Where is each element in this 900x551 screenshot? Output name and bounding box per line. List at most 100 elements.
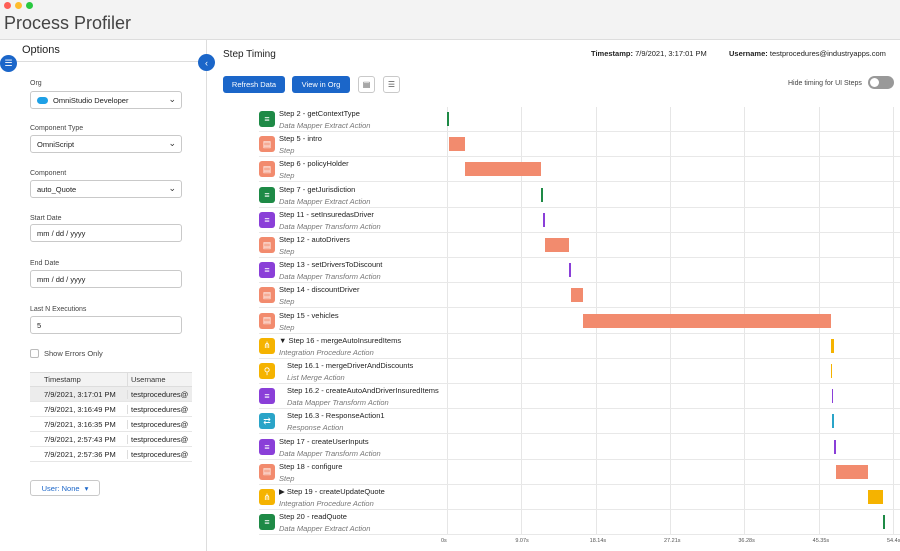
options-panel: Options ☰ Org OmniStudio Developer ⌄ Com… — [0, 40, 207, 551]
x-tick-label: 9.07s — [515, 538, 529, 545]
step-row[interactable]: ⚲ Step 16.1 - mergeDriverAndDiscounts List… — [207, 359, 900, 384]
step-duration-bar[interactable] — [583, 313, 831, 328]
options-header: Options — [0, 40, 206, 62]
step-duration-bar[interactable] — [449, 137, 466, 152]
row-divider — [259, 433, 900, 435]
user-filter-button[interactable]: User: None ▾ — [30, 480, 100, 496]
close-window-button[interactable] — [4, 2, 11, 9]
step-row[interactable]: ≡ Step 11 - setInsuredasDriver Data Mapper… — [207, 208, 900, 233]
step-row[interactable]: ≡ Step 17 - createUserInputs Data Mapper T… — [207, 435, 900, 460]
table-row[interactable]: 7/9/2021, 3:17:01 PM testprocedures@ — [30, 387, 192, 402]
step-duration-bar[interactable] — [465, 162, 542, 177]
database-icon: ≡ — [259, 438, 275, 455]
toggle-knob — [870, 78, 879, 87]
step-type: Data Mapper Transform Action — [287, 398, 389, 408]
table-row[interactable]: 7/9/2021, 2:57:43 PM testprocedures@ — [30, 432, 192, 447]
step-row[interactable]: ⇄ Step 16.3 - ResponseAction1 Response Act… — [207, 409, 900, 435]
step-type: Step — [279, 473, 295, 483]
org-value: OmniStudio Developer — [53, 95, 129, 105]
table-row[interactable]: 7/9/2021, 3:16:49 PM testprocedures@ — [30, 402, 192, 417]
x-tick-label: 45.35s — [812, 538, 830, 545]
row-divider — [259, 307, 900, 309]
list-view-icon[interactable]: ☰ — [383, 76, 400, 93]
start-date-label: Start Date — [30, 215, 62, 222]
minimize-window-button[interactable] — [15, 2, 22, 9]
step-row[interactable]: ≡ Step 20 - readQuote Data Mapper Extract … — [207, 510, 900, 536]
component-type-label: Component Type — [30, 125, 84, 132]
step-row[interactable]: ⋔ ▼ Step 16 - mergeAutoInsuredItems Integr… — [207, 334, 900, 359]
flow-icon: ⋔ — [259, 489, 275, 505]
step-timing-title: Step Timing — [223, 49, 276, 60]
app-title: Process Profiler — [4, 13, 132, 33]
refresh-data-button[interactable]: Refresh Data — [223, 76, 285, 93]
step-row[interactable]: ▤ Step 12 - autoDrivers Step — [207, 233, 900, 258]
step-row[interactable]: ▤ Step 5 - intro Step — [207, 132, 900, 158]
step-duration-bar[interactable] — [544, 238, 570, 252]
step-duration-bar[interactable] — [570, 288, 584, 303]
hide-timing-toggle[interactable] — [868, 76, 894, 89]
step-type: Data Mapper Transform Action — [279, 221, 381, 231]
step-row[interactable]: ▤ Step 6 - policyHolder Step — [207, 157, 900, 183]
step-name: Step 15 - vehicles — [279, 310, 339, 320]
step-duration-bar[interactable] — [543, 212, 545, 227]
step-row[interactable]: ≡ Step 7 - getJurisdiction Data Mapper Ext… — [207, 183, 900, 208]
step-name: Step 13 - setDriversToDiscount — [279, 260, 383, 270]
database-icon: ≡ — [259, 262, 275, 279]
org-select[interactable]: OmniStudio Developer ⌄ — [30, 91, 182, 109]
step-duration-bar[interactable] — [830, 364, 833, 378]
step-duration-bar[interactable] — [830, 338, 834, 353]
form-icon: ▤ — [259, 237, 275, 253]
row-divider — [259, 206, 900, 208]
component-select[interactable]: auto_Quote ⌄ — [30, 180, 182, 198]
step-row[interactable]: ⋔ ▶ Step 19 - createUpdateQuote Integratio… — [207, 485, 900, 510]
timestamp-column-header[interactable]: Timestamp — [44, 375, 81, 384]
timestamp-value: 7/9/2021, 3:17:01 PM — [635, 49, 707, 58]
component-type-select[interactable]: OmniScript ⌄ — [30, 135, 182, 153]
step-duration-bar[interactable] — [832, 414, 834, 429]
step-duration-bar[interactable] — [447, 112, 450, 126]
username-column-header[interactable]: Username — [127, 373, 192, 386]
collapse-panel-icon[interactable]: ‹ — [198, 54, 215, 71]
menu-icon[interactable]: ☰ — [0, 55, 17, 72]
step-row[interactable]: ▤ Step 14 - discountDriver Step — [207, 283, 900, 309]
step-duration-bar[interactable] — [883, 515, 886, 530]
table-row[interactable]: 7/9/2021, 3:16:35 PM testprocedures@ — [30, 417, 192, 432]
timestamp-cell: 7/9/2021, 3:17:01 PM — [44, 389, 116, 399]
row-divider — [259, 181, 900, 183]
step-row[interactable]: ≡ Step 2 - getContextType Data Mapper Extr… — [207, 107, 900, 132]
username-cell: testprocedures@ — [127, 404, 192, 414]
show-errors-checkbox[interactable] — [30, 349, 39, 358]
chart-view-icon[interactable]: ▤ — [358, 76, 375, 93]
step-row[interactable]: ≡ Step 13 - setDriversToDiscount Data Mapp… — [207, 258, 900, 284]
last-n-input[interactable]: 5 — [30, 316, 182, 334]
step-row[interactable]: ≡ Step 16.2 - createAutoAndDriverInsuredI… — [207, 384, 900, 410]
step-type: Step — [279, 171, 295, 181]
step-duration-bar[interactable] — [569, 263, 571, 278]
step-duration-bar[interactable] — [541, 187, 544, 202]
end-date-input[interactable]: mm / dd / yyyy — [30, 270, 182, 288]
history-table: Timestamp Username 7/9/2021, 3:17:01 PM … — [30, 372, 192, 462]
form-icon: ▤ — [259, 287, 275, 304]
start-date-input[interactable]: mm / dd / yyyy — [30, 224, 182, 242]
step-duration-bar[interactable] — [831, 389, 833, 404]
show-errors-label: Show Errors Only — [44, 349, 103, 358]
table-row[interactable]: 7/9/2021, 2:57:36 PM testprocedures@ — [30, 447, 192, 462]
step-type: Data Mapper Transform Action — [279, 448, 381, 458]
step-row[interactable]: ▤ Step 18 - configure Step — [207, 460, 900, 485]
view-in-org-button[interactable]: View in Org — [292, 76, 350, 93]
step-duration-bar[interactable] — [833, 439, 836, 454]
step-duration-bar[interactable] — [836, 464, 868, 479]
row-divider — [259, 357, 900, 359]
salesforce-cloud-icon — [37, 96, 48, 104]
step-name: Step 18 - configure — [279, 461, 343, 471]
step-duration-bar[interactable] — [867, 490, 884, 504]
step-name: Step 16.2 - createAutoAndDriverInsuredIt… — [287, 386, 439, 396]
step-row[interactable]: ▤ Step 15 - vehicles Step — [207, 309, 900, 334]
zoom-window-button[interactable] — [26, 2, 33, 9]
step-name: Step 7 - getJurisdiction — [279, 184, 356, 194]
step-name: Step 5 - intro — [279, 134, 322, 144]
org-label: Org — [30, 80, 42, 87]
history-header: Timestamp Username — [30, 372, 192, 387]
database-icon: ≡ — [259, 186, 275, 203]
step-type: Data Mapper Extract Action — [279, 524, 371, 534]
